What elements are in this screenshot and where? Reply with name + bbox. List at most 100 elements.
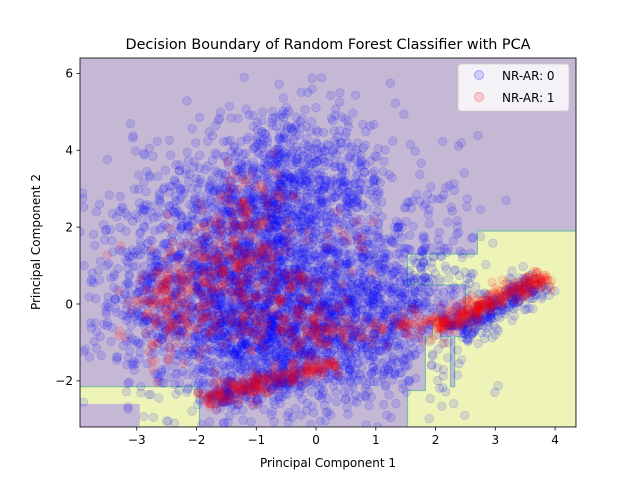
data-point [266,283,277,293]
data-point [161,364,171,374]
data-point [229,347,239,358]
data-point [188,300,198,310]
data-point [518,262,528,272]
data-point [223,204,234,214]
data-point [198,239,208,249]
data-point [273,325,283,335]
data-point [165,181,175,191]
data-point [211,315,221,325]
data-point [274,310,284,320]
data-point [441,264,452,275]
data-point [275,127,285,137]
data-point [342,127,352,137]
data-point [193,364,203,374]
data-point [147,245,157,255]
data-point [258,107,268,117]
data-point [298,274,308,285]
data-point [278,93,289,103]
data-point [307,387,317,397]
data-point [397,232,407,242]
data-point [208,242,218,252]
data-point [238,272,248,282]
data-point [296,294,306,304]
data-point [220,363,231,373]
data-point [262,319,273,329]
data-point [301,249,311,259]
data-point [269,417,279,427]
data-point [307,116,317,127]
data-point [438,383,448,393]
chart-title: Decision Boundary of Random Forest Class… [126,37,531,53]
data-point [405,230,415,240]
data-point [129,184,139,194]
data-point [395,219,405,229]
data-point [251,354,261,364]
data-point [237,290,247,300]
data-point [386,369,396,379]
data-point [139,244,149,254]
data-point [235,354,245,364]
data-point [425,394,435,404]
data-point [224,101,234,111]
data-point [87,274,97,285]
data-point [160,165,170,175]
data-point [453,370,463,380]
data-point [390,98,401,108]
data-point [415,196,425,206]
data-point [122,278,133,288]
data-point [182,370,192,380]
data-point [313,381,324,391]
data-point [246,259,256,270]
data-point [386,360,396,370]
data-point [259,135,269,145]
data-point [238,315,248,325]
data-point [138,204,149,214]
data-point [329,246,339,256]
data-point [277,228,287,238]
data-point [290,205,300,215]
data-point [384,390,394,400]
data-point [284,280,294,290]
data-point [426,258,436,268]
data-point [343,318,353,328]
data-point [377,212,387,222]
data-point [282,102,292,112]
data-point [230,304,240,314]
data-point [203,337,213,347]
data-point [114,286,124,296]
data-point [407,286,417,296]
data-point [267,215,278,225]
data-point [131,146,141,156]
data-point [454,359,464,369]
data-point [170,338,180,348]
data-point [405,375,415,385]
data-point [319,184,329,194]
data-point [178,272,188,282]
data-point [191,138,201,148]
data-point [327,146,337,156]
data-point [379,156,389,166]
data-point [141,328,151,339]
series-0-points [80,72,560,427]
data-point [449,399,459,409]
data-point [338,230,348,240]
data-point [332,173,342,183]
data-point [106,336,116,347]
data-point [217,300,227,310]
data-point [422,273,432,283]
data-point [232,346,242,356]
data-point [158,281,168,292]
data-point [211,274,221,284]
data-point [360,185,370,195]
data-point [173,314,183,324]
data-point [136,388,146,398]
data-point [155,196,165,206]
data-point [121,315,131,326]
data-point [245,252,255,262]
data-point [84,352,95,362]
data-point [244,278,254,288]
data-point [319,265,329,275]
data-point [215,349,225,359]
data-point [178,367,188,377]
data-point [274,79,284,89]
